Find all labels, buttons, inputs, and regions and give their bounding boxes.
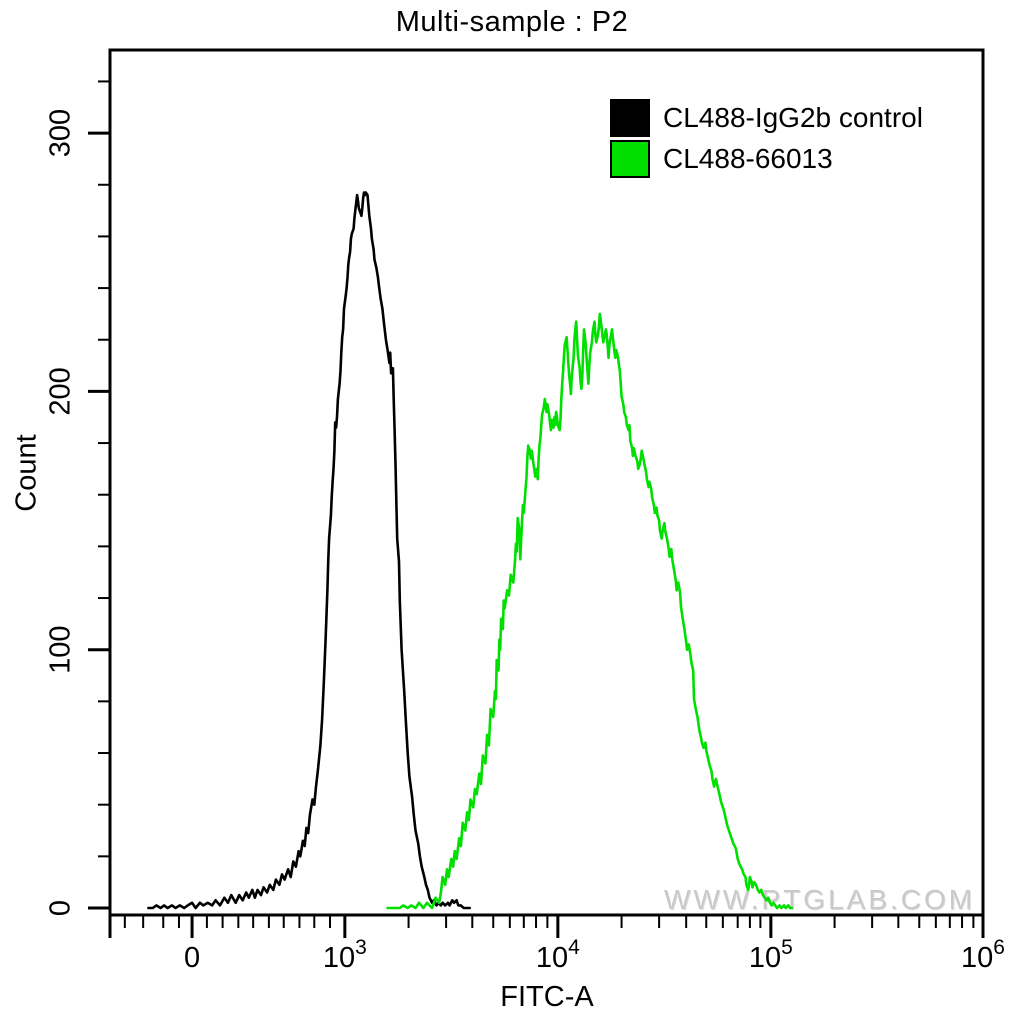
y-tick-label: 300 bbox=[45, 109, 77, 157]
histogram-curve-control bbox=[147, 191, 472, 910]
legend: CL488-IgG2b control CL488-66013 bbox=[610, 99, 923, 181]
legend-swatch-control bbox=[610, 99, 650, 137]
watermark-text: WWW.PTGLAB.COM bbox=[664, 884, 976, 915]
x-tick-label: 103 bbox=[323, 936, 367, 974]
legend-item-sample: CL488-66013 bbox=[610, 140, 923, 178]
x-axis-label: FITC-A bbox=[500, 981, 594, 1013]
legend-swatch-sample bbox=[610, 140, 650, 178]
legend-label-control: CL488-IgG2b control bbox=[663, 102, 923, 133]
legend-label-sample: CL488-66013 bbox=[663, 143, 833, 174]
chart-title: Multi-sample : P2 bbox=[395, 6, 629, 38]
plot-border bbox=[108, 48, 985, 917]
legend-item-control: CL488-IgG2b control bbox=[610, 99, 923, 137]
x-tick-label: 106 bbox=[961, 936, 1005, 974]
x-tick-label: 105 bbox=[749, 936, 793, 974]
histogram-curve-sample bbox=[386, 312, 794, 910]
y-tick-label: 200 bbox=[45, 367, 77, 415]
y-tick-label: 0 bbox=[45, 900, 77, 916]
x-tick-label: 104 bbox=[536, 936, 580, 974]
y-tick-label: 100 bbox=[45, 626, 77, 674]
x-tick-label: 0 bbox=[184, 942, 200, 974]
